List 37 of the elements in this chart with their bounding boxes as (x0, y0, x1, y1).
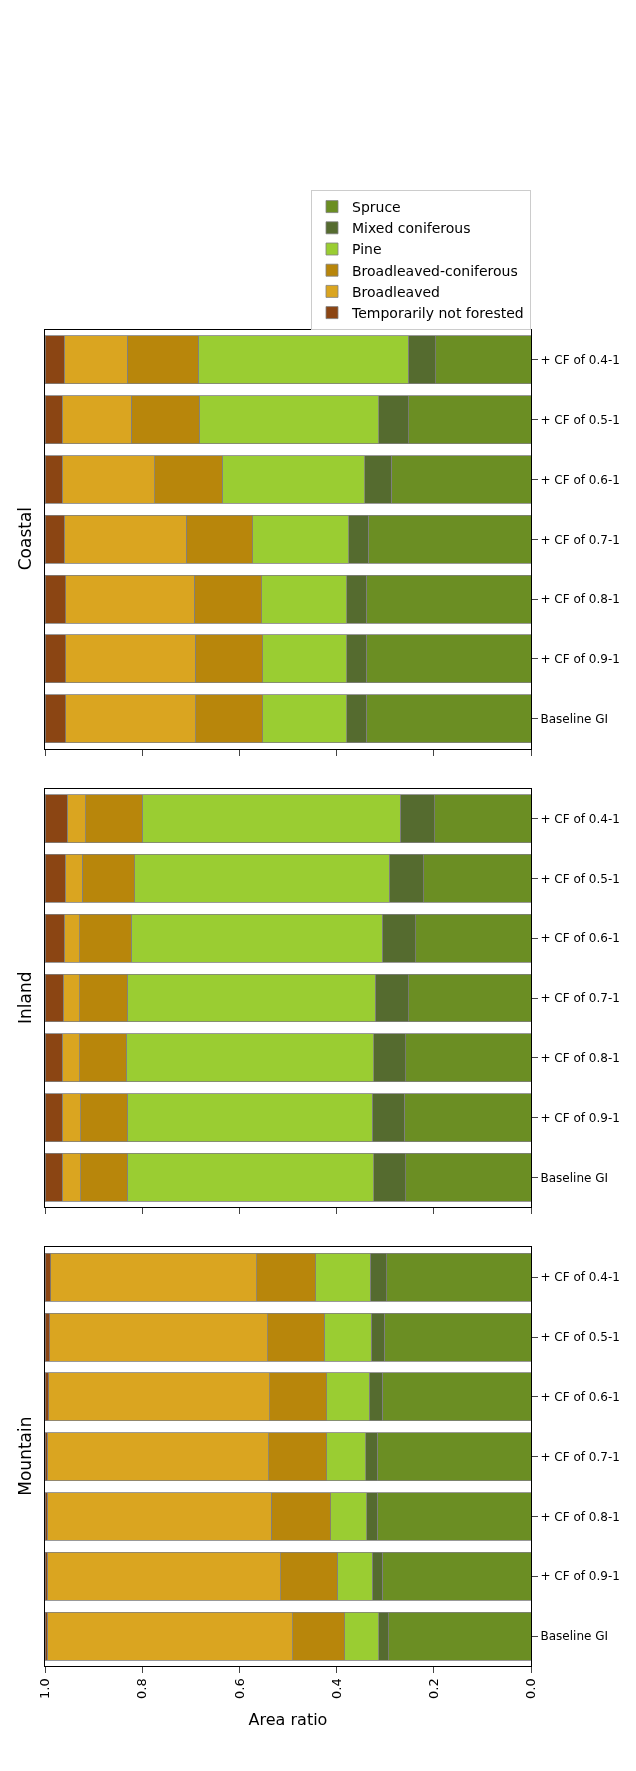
y-tick-label: + CF of 0.9-1 (540, 652, 620, 667)
y-tick-label: + CF of 0.8-1 (540, 1509, 620, 1524)
y-tick-label: + CF of 0.9-1 (540, 1110, 620, 1125)
x-tick-label: 0.4 (328, 1678, 344, 1699)
y-tick-label: + CF of 0.5-1 (540, 412, 620, 427)
text: Mountain (15, 1416, 36, 1496)
legend-label: Broadleaved-coniferous (352, 262, 518, 279)
x-axis-title: Area ratio (248, 1709, 328, 1729)
y-tick-label: + CF of 0.5-1 (540, 871, 620, 886)
y-tick-label: + CF of 0.4-1 (540, 1270, 620, 1285)
y-tick-label: + CF of 0.7-1 (540, 532, 620, 547)
y-tick-label: + CF of 0.4-1 (540, 811, 620, 826)
legend-label: Pine (352, 241, 382, 258)
y-tick-label: + CF of 0.7-1 (540, 991, 620, 1006)
text: Inland (15, 971, 35, 1024)
y-tick-label: + CF of 0.9-1 (540, 1569, 620, 1584)
y-tick-label: Baseline GI (540, 1170, 609, 1185)
y-tick-label: Baseline GI (540, 711, 609, 726)
x-tick-label: 1.0 (37, 1678, 53, 1699)
x-tick-label: 0.2 (426, 1678, 442, 1699)
x-tick-label: 0.0 (523, 1678, 539, 1699)
x-tick-label: 0.8 (134, 1678, 150, 1699)
y-tick-label: + CF of 0.5-1 (540, 1330, 620, 1345)
legend-label: Spruce (352, 199, 401, 216)
legend-label: Broadleaved (352, 283, 440, 300)
y-tick-label: + CF of 0.8-1 (540, 592, 620, 607)
y-tick-label: Baseline GI (540, 1629, 609, 1644)
x-tick-label: 0.6 (231, 1678, 247, 1699)
y-tick-label: + CF of 0.6-1 (540, 931, 620, 946)
y-tick-label: + CF of 0.4-1 (540, 353, 620, 368)
y-tick-label: + CF of 0.6-1 (540, 1390, 620, 1405)
legend-label: Temporarily not forested (351, 305, 524, 322)
legend-label: Mixed coniferous (352, 220, 471, 237)
y-tick-label: + CF of 0.7-1 (540, 1449, 620, 1464)
text: Coastal (14, 506, 35, 571)
y-tick-label: + CF of 0.6-1 (540, 472, 620, 487)
y-tick-label: + CF of 0.8-1 (540, 1051, 620, 1065)
